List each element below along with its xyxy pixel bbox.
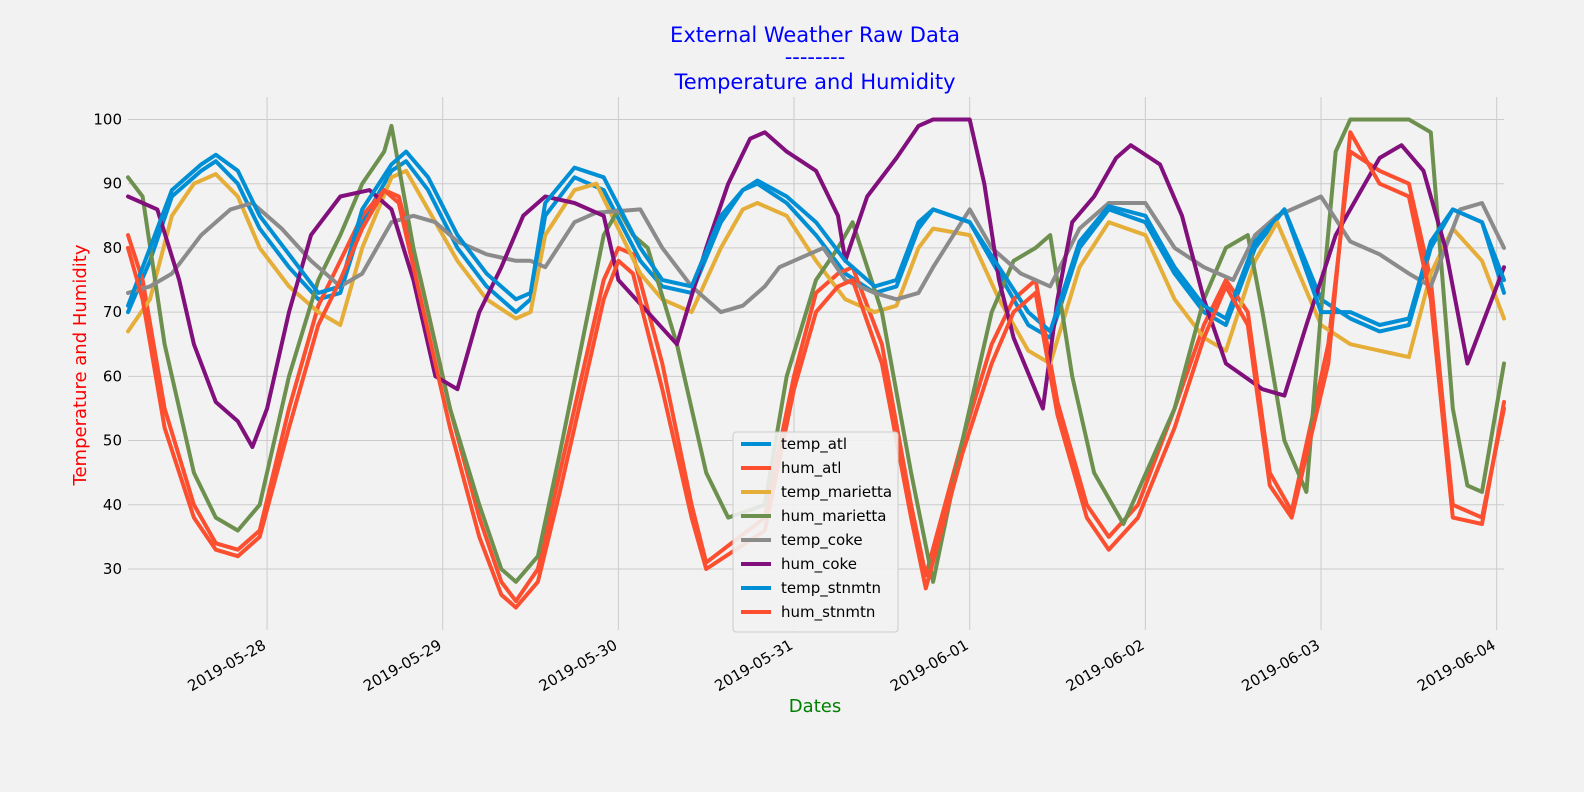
y-tick-label-2: 50	[103, 432, 122, 450]
legend-label-hum_coke: hum_coke	[781, 555, 857, 574]
legend: temp_atl hum_atl temp_marietta hum_marietta…	[732, 431, 899, 633]
chart-title-line-3: Temperature and Humidity	[673, 70, 955, 94]
legend-label-hum_stnmtn: hum_stnmtn	[781, 603, 875, 622]
legend-label-temp_marietta: temp_marietta	[781, 483, 892, 502]
series-line-temp_atl	[126, 159, 1506, 340]
y-tick-label-5: 80	[103, 239, 122, 257]
y-tick-label-7: 100	[93, 110, 122, 128]
x-axis-label: Dates	[789, 696, 841, 717]
chart-title-line-2: --------	[785, 45, 846, 69]
series-line-temp_marietta	[126, 168, 1506, 366]
series-line-hum_coke	[126, 117, 1506, 449]
chart-title-line-1: External Weather Raw Data	[670, 23, 960, 47]
legend-label-temp_stnmtn: temp_stnmtn	[781, 579, 881, 598]
y-tick-label-4: 70	[103, 303, 122, 321]
y-tick-label-6: 90	[103, 175, 122, 193]
legend-label-temp_coke: temp_coke	[781, 531, 863, 550]
series-line-temp_coke	[126, 194, 1506, 315]
y-tick-label-1: 40	[103, 496, 122, 514]
y-tick-labels: 30 40 50 60 70 80 90 100	[93, 110, 122, 578]
legend-label-hum_marietta: hum_marietta	[781, 507, 886, 526]
y-axis-label: Temperature and Humidity	[70, 244, 91, 486]
series-line-hum_marietta	[126, 117, 1506, 584]
y-tick-label-0: 30	[103, 560, 122, 578]
y-tick-label-3: 60	[103, 367, 122, 385]
plot-lines	[126, 117, 1506, 610]
legend-label-temp_atl: temp_atl	[781, 435, 847, 454]
series-line-hum_stnmtn	[126, 130, 1506, 610]
legend-label-hum_atl: hum_atl	[781, 459, 841, 478]
legend-box	[732, 431, 899, 633]
